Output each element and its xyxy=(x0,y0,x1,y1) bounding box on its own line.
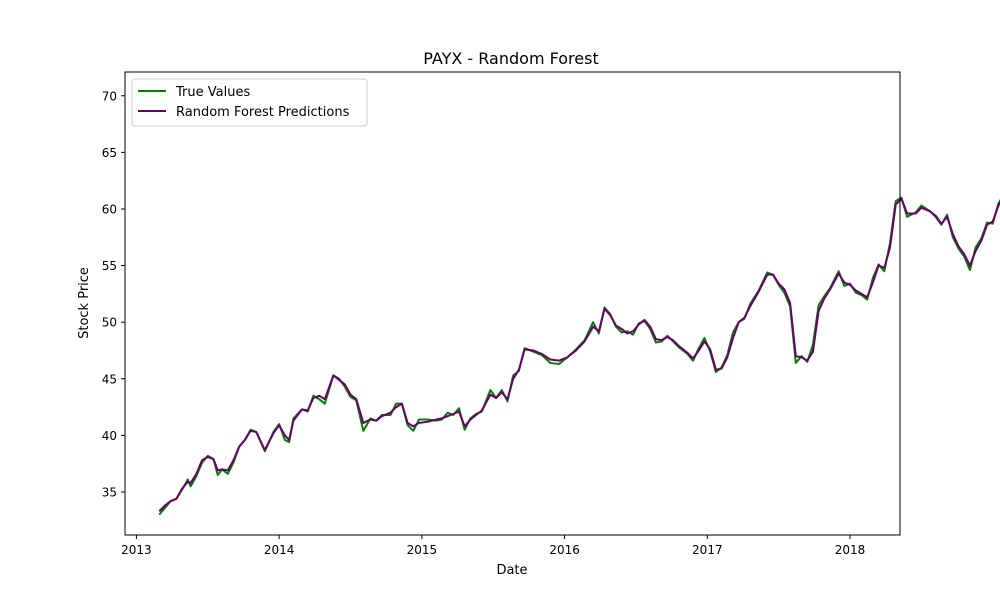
y-tick-label: 35 xyxy=(102,485,117,499)
y-tick-label: 65 xyxy=(102,146,117,160)
y-tick-label: 60 xyxy=(102,202,117,216)
x-tick-label: 2017 xyxy=(692,543,723,557)
legend-label-true-values: True Values xyxy=(175,85,250,100)
x-tick-label: 2013 xyxy=(121,543,152,557)
y-tick-label: 45 xyxy=(102,372,117,386)
plot-area xyxy=(124,71,901,536)
y-axis-label: Stock Price xyxy=(77,267,92,339)
x-axis: 2013 2014 2015 2016 2017 2018 xyxy=(121,535,865,557)
legend-label-predictions: Random Forest Predictions xyxy=(176,105,350,120)
legend: True Values Random Forest Predictions xyxy=(131,78,368,127)
series-line-1 xyxy=(158,197,1000,512)
series-layer xyxy=(158,196,1000,516)
y-tick-label: 40 xyxy=(102,429,117,443)
x-tick-label: 2016 xyxy=(549,543,580,557)
x-axis-label: Date xyxy=(496,563,527,578)
chart-title: PAYX - Random Forest xyxy=(423,49,598,68)
y-tick-label: 50 xyxy=(102,316,117,330)
legend-box xyxy=(131,78,368,127)
y-tick-label: 70 xyxy=(102,89,117,103)
x-tick-label: 2018 xyxy=(835,543,866,557)
x-tick-label: 2015 xyxy=(407,543,438,557)
x-tick-label: 2014 xyxy=(264,543,295,557)
y-axis: 35 40 45 50 55 60 65 70 xyxy=(102,89,125,499)
y-tick-label: 55 xyxy=(102,259,117,273)
series-line-0 xyxy=(158,196,1000,516)
